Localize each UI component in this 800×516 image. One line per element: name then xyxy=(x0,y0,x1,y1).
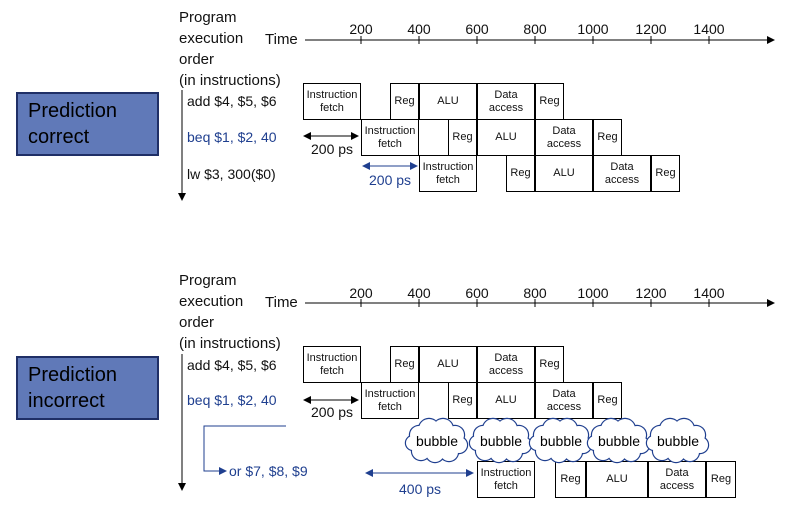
bubble-cloud xyxy=(645,417,710,464)
data-access-stage: Data access xyxy=(535,119,593,156)
reg-stage: Reg xyxy=(706,461,736,498)
alu-stage: ALU xyxy=(535,155,593,192)
tick-200: 200 xyxy=(349,285,373,301)
bubble-clouds xyxy=(404,417,710,464)
instruction-fetch-stage: Instruction fetch xyxy=(361,382,419,419)
prediction-incorrect-box: Prediction incorrect xyxy=(16,356,159,420)
time-axis xyxy=(305,299,775,307)
alu-stage: ALU xyxy=(419,346,477,383)
data-access-stage: Data access xyxy=(593,155,651,192)
tick-1200: 1200 xyxy=(635,285,667,301)
alu-stage: ALU xyxy=(477,382,535,419)
delay-label: 200 ps xyxy=(369,172,412,188)
bubble-label: bubble xyxy=(597,433,641,449)
instruction-or: or $7, $8, $9 xyxy=(229,463,308,479)
tick-800: 800 xyxy=(523,285,547,301)
tick-800: 800 xyxy=(523,21,547,37)
reg-stage: Reg xyxy=(535,346,564,383)
instruction-fetch-stage: Instruction fetch xyxy=(477,461,535,498)
execution-order-heading: Program execution order (in instructions… xyxy=(179,272,281,352)
instruction-fetch-stage: Instruction fetch xyxy=(303,346,361,383)
instruction-add: add $4, $5, $6 xyxy=(187,357,277,373)
reg-stage: Reg xyxy=(555,461,586,498)
delay-label: 200 ps xyxy=(311,141,354,157)
prediction-correct-label: Prediction correct xyxy=(28,100,117,148)
bubble-cloud xyxy=(528,417,593,464)
reg-stage: Reg xyxy=(448,382,477,419)
bubble-label: bubble xyxy=(656,433,700,449)
data-access-stage: Data access xyxy=(535,382,593,419)
bubble-label: bubble xyxy=(415,433,459,449)
tick-1000: 1000 xyxy=(577,21,609,37)
tick-600: 600 xyxy=(465,21,489,37)
bubble-cloud xyxy=(468,417,533,464)
instruction-fetch-stage: Instruction fetch xyxy=(361,119,419,156)
branch-arrow xyxy=(203,425,286,475)
instruction-beq: beq $1, $2, 40 xyxy=(187,129,277,145)
reg-stage: Reg xyxy=(593,382,622,419)
tick-600: 600 xyxy=(465,285,489,301)
tick-400: 400 xyxy=(407,285,431,301)
reg-stage: Reg xyxy=(448,119,477,156)
reg-stage: Reg xyxy=(593,119,622,156)
instruction-fetch-stage: Instruction fetch xyxy=(303,83,361,120)
tick-400: 400 xyxy=(407,21,431,37)
delay-label: 400 ps xyxy=(399,481,442,497)
tick-1000: 1000 xyxy=(577,285,609,301)
execution-order-heading: Program execution order (in instructions… xyxy=(179,9,281,89)
bubble-label: bubble xyxy=(539,433,583,449)
prediction-incorrect-label: Prediction incorrect xyxy=(28,364,117,412)
data-access-stage: Data access xyxy=(648,461,706,498)
reg-stage: Reg xyxy=(390,83,419,120)
tick-1400: 1400 xyxy=(693,285,725,301)
bubble-cloud xyxy=(586,417,651,464)
time-axis xyxy=(305,36,775,44)
bubble-cloud xyxy=(404,417,469,464)
tick-200: 200 xyxy=(349,21,373,37)
alu-stage: ALU xyxy=(419,83,477,120)
delay-label: 200 ps xyxy=(311,404,354,420)
time-label: Time xyxy=(265,31,298,48)
instruction-add: add $4, $5, $6 xyxy=(187,93,277,109)
reg-stage: Reg xyxy=(651,155,680,192)
time-label: Time xyxy=(265,294,298,311)
instruction-lw: lw $3, 300($0) xyxy=(187,166,276,182)
instruction-beq: beq $1, $2, 40 xyxy=(187,392,277,408)
prediction-correct-box: Prediction correct xyxy=(16,92,159,156)
reg-stage: Reg xyxy=(535,83,564,120)
tick-1200: 1200 xyxy=(635,21,667,37)
instruction-fetch-stage: Instruction fetch xyxy=(419,155,477,192)
data-access-stage: Data access xyxy=(477,346,535,383)
reg-stage: Reg xyxy=(506,155,535,192)
tick-1400: 1400 xyxy=(693,21,725,37)
bubble-label: bubble xyxy=(479,433,523,449)
